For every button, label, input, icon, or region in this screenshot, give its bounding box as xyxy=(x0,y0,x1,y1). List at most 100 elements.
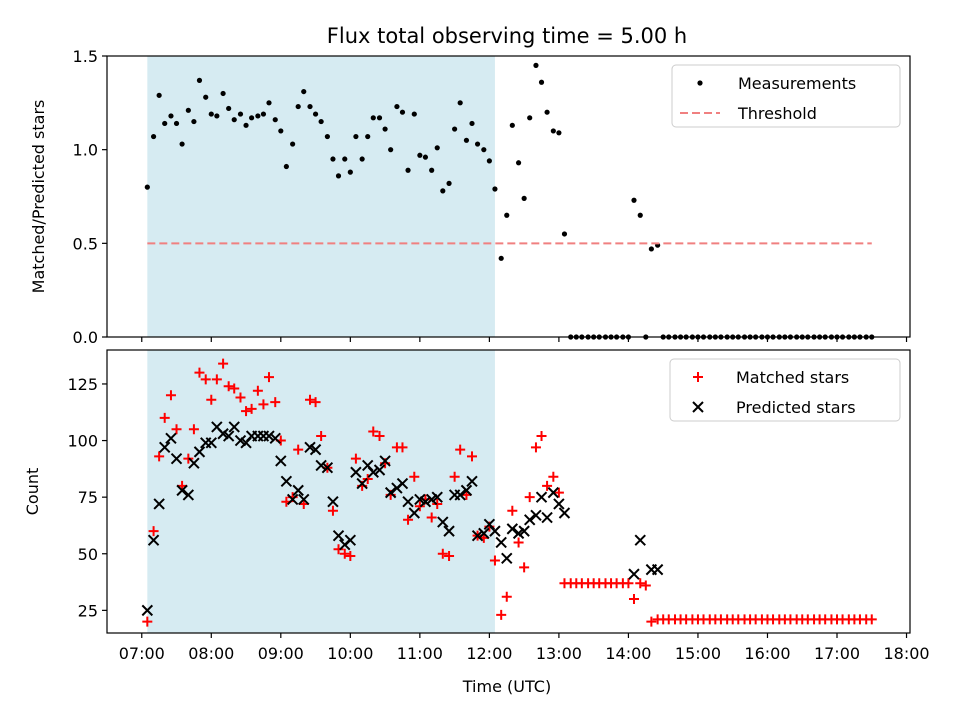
measurement-point xyxy=(469,120,475,127)
matched-stars-point xyxy=(316,431,327,442)
predicted-stars-point xyxy=(634,534,646,546)
y-tick-label: 1.5 xyxy=(73,47,98,66)
matched-stars-point xyxy=(258,399,269,410)
matched-stars-point xyxy=(553,487,564,498)
measurement-point xyxy=(162,120,168,127)
measurement-point xyxy=(521,195,527,201)
measurement-point xyxy=(203,94,209,100)
measurement-point xyxy=(509,122,515,128)
matched-stars-point xyxy=(635,578,646,589)
matched-stars-point xyxy=(327,505,338,516)
predicted-stars-point xyxy=(408,507,421,519)
measurement-point xyxy=(220,90,226,97)
y-tick-label: 0.0 xyxy=(73,328,98,347)
measurement-point xyxy=(382,126,388,132)
measurement-point xyxy=(492,186,498,192)
y-tick-label: 125 xyxy=(67,375,98,394)
measurement-point xyxy=(561,231,568,237)
measurement-point xyxy=(278,128,284,134)
predicted-stars-point xyxy=(501,552,513,564)
predicted-stars-point xyxy=(332,529,345,542)
predicted-stars-point xyxy=(286,493,299,506)
predicted-stars-point xyxy=(280,475,293,488)
predicted-stars-point xyxy=(530,509,542,521)
measurement-point xyxy=(515,160,522,166)
measurement-point xyxy=(474,141,481,147)
measurement-point xyxy=(226,105,232,112)
measurement-point xyxy=(214,113,220,119)
measurement-point xyxy=(330,156,336,162)
measurement-point xyxy=(388,147,394,153)
matched-stars-point xyxy=(333,544,344,555)
predicted-stars-point xyxy=(384,486,397,499)
measurement-point xyxy=(631,197,637,203)
legend-label: Matched stars xyxy=(736,368,849,387)
predicted-stars-point xyxy=(275,455,287,467)
predicted-stars-point xyxy=(153,498,165,510)
predicted-stars-point xyxy=(327,495,339,508)
matched-stars-point xyxy=(368,426,379,437)
matched-stars-point xyxy=(241,406,252,417)
measurement-point xyxy=(324,133,330,140)
matched-stars-point xyxy=(542,480,553,491)
matched-stars-point xyxy=(437,548,448,559)
measurement-point xyxy=(342,156,348,162)
measurement-point xyxy=(405,167,411,173)
x-tick-label: 09:00 xyxy=(258,644,304,663)
predicted-stars-point xyxy=(547,486,560,499)
legend-marker-predicted xyxy=(692,401,704,413)
y-axis-label: Count xyxy=(23,468,42,516)
matched-stars-point xyxy=(194,367,205,378)
y-axis-label: Matched/Predicted stars xyxy=(29,100,48,294)
measurement-point xyxy=(266,100,272,106)
measurement-point xyxy=(498,255,504,261)
predicted-stars-point xyxy=(356,477,368,490)
measurement-point xyxy=(457,100,463,106)
predicted-stars-point xyxy=(419,495,432,508)
y-tick-label: 1.0 xyxy=(73,141,98,160)
predicted-stars-point xyxy=(263,430,275,442)
legend-marker-matched xyxy=(693,372,703,382)
predicted-stars-point xyxy=(437,516,449,528)
x-tick-label: 12:00 xyxy=(466,644,512,663)
legend-label: Measurements xyxy=(738,74,856,93)
measurement-point xyxy=(243,122,249,128)
matched-stars-point xyxy=(229,383,240,394)
matched-stars-point xyxy=(426,512,437,523)
matched-stars-point xyxy=(640,580,651,591)
matched-stars-point xyxy=(397,442,408,453)
matched-stars-point xyxy=(350,453,361,464)
predicted-stars-point xyxy=(478,527,490,540)
y-tick-label: 75 xyxy=(78,488,98,507)
measurement-point xyxy=(353,133,359,140)
measurement-point xyxy=(173,120,180,127)
matched-stars-point xyxy=(455,444,466,455)
matched-stars-point xyxy=(414,501,425,512)
matched-stars-point xyxy=(218,358,229,369)
measurement-point xyxy=(283,163,289,170)
x-axis-label: Time (UTC) xyxy=(462,677,551,696)
predicted-stars-point xyxy=(147,534,160,546)
matched-stars-point xyxy=(530,442,541,453)
measurement-point xyxy=(312,111,319,117)
matched-stars-point xyxy=(270,397,281,408)
measurement-point xyxy=(208,111,214,117)
predicted-stars-point xyxy=(344,534,357,546)
measurement-point xyxy=(637,212,643,218)
matched-stars-point xyxy=(223,381,234,392)
matched-stars-point xyxy=(206,394,217,405)
measurement-point xyxy=(648,246,654,252)
matched-stars-point xyxy=(305,394,316,405)
predicted-stars-point xyxy=(292,484,304,497)
predicted-stars-point xyxy=(431,491,443,503)
predicted-stars-point xyxy=(188,457,200,469)
measurement-point xyxy=(359,156,365,162)
predicted-stars-point xyxy=(553,498,565,510)
predicted-stars-point xyxy=(205,437,217,449)
matched-stars-point xyxy=(165,390,176,401)
matched-stars-point xyxy=(524,492,535,503)
measurement-point xyxy=(150,133,157,140)
predicted-stars-point xyxy=(523,514,536,526)
bottom-panel-count: 25 50 75 100 125 07:00 08:00 09:00 10:00 11:00 12:… xyxy=(23,349,930,663)
